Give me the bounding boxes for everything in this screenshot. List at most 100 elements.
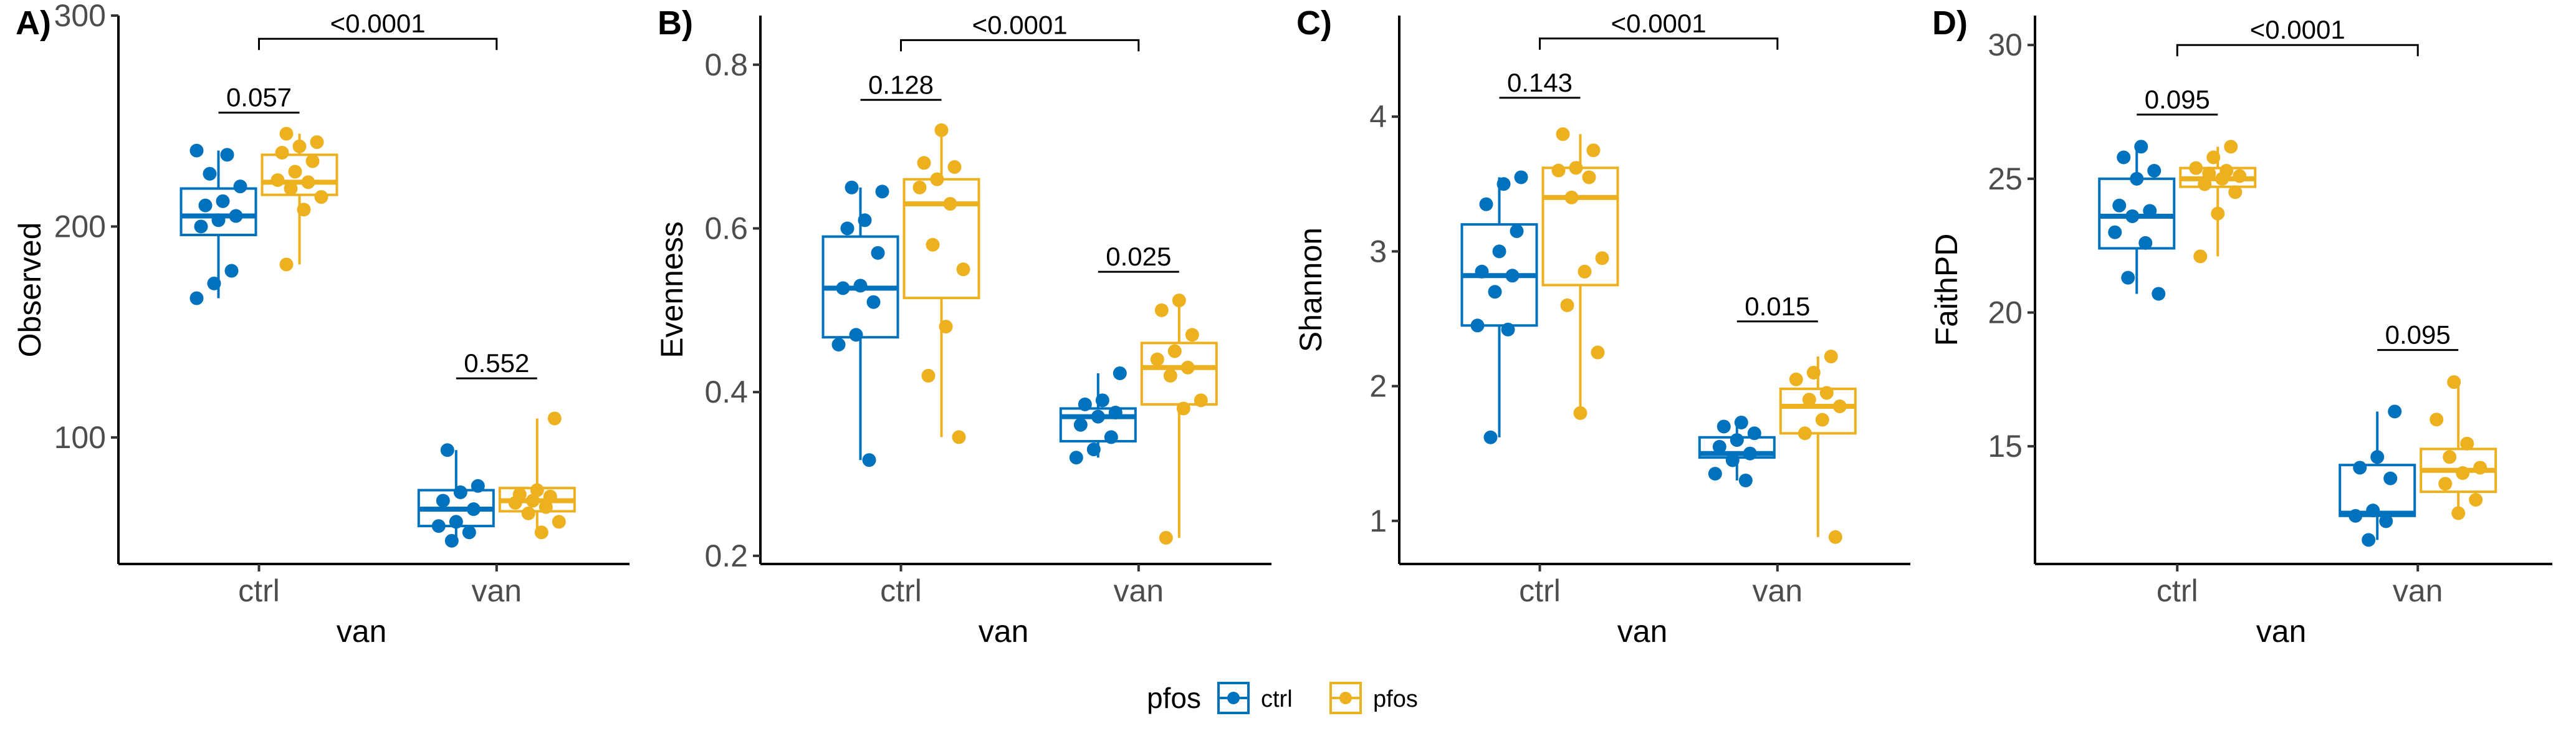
data-point [1113,366,1127,380]
data-point [836,281,850,295]
panel-letter: A) [16,4,51,42]
data-point [1104,430,1118,444]
box-iqr [903,178,980,300]
box-van-pfos [2420,375,2497,520]
data-point [1798,426,1812,441]
data-point [216,194,230,208]
x-tick-label: van [1113,573,1164,608]
data-point [2233,169,2247,183]
data-point [314,190,328,204]
data-point [926,237,940,252]
data-point [1159,530,1173,545]
bracket-line [2176,44,2419,57]
box-iqr [261,153,338,196]
y-tick-label: 200 [54,209,106,244]
legend-title: pfos [1147,682,1201,714]
data-point [1069,451,1083,465]
data-point [1712,439,1726,454]
data-point [1108,406,1123,420]
x-tick-label: van [2393,573,2443,608]
data-point [1573,406,1587,420]
box-iqr [2339,464,2416,517]
data-point [2349,509,2363,523]
significance-bracket: <0.0001 [258,9,498,50]
y-tick-label: 0.2 [704,538,748,573]
data-point [2379,514,2393,528]
data-point [952,430,966,444]
panels-group: A) 100 200 300 ctrl van van Observed 0.057 0.552 <… [12,0,2552,649]
box-van-pfos [1779,350,1857,544]
box-iqr [1059,407,1137,442]
box-ctrl-ctrl [2098,140,2176,301]
data-point [1163,368,1177,383]
data-point [2138,236,2153,250]
data-point [207,276,221,290]
bracket-line [900,39,1140,52]
significance-bracket: 0.128 [860,70,942,101]
legend-label: ctrl [1261,686,1293,712]
data-point [2117,150,2131,165]
data-point [2152,287,2166,301]
box-ctrl-ctrl [1460,170,1538,444]
data-point [917,156,931,170]
data-point [233,179,247,194]
y-axis-title: FaithPD [1929,234,1964,346]
data-point [1150,352,1164,366]
data-point [831,338,846,351]
box-van-pfos [1140,294,1218,545]
data-point [1510,224,1524,238]
data-point [444,533,459,548]
x-tick-label: van [471,573,522,608]
panel-letter: C) [1296,4,1332,42]
box-van-ctrl [1698,415,1776,487]
data-point [1154,303,1169,317]
data-point [1073,418,1088,432]
data-point [1091,409,1105,424]
data-point [1824,350,1838,364]
chart-panel-2: B) 0.2 0.4 0.6 0.8 ctrl van van Evenness 0.128 0.0… [654,4,1271,649]
data-point [1591,345,1605,360]
data-point [453,485,467,499]
data-point [471,479,485,493]
data-point [462,525,476,540]
data-point [930,172,944,186]
data-point [1717,419,1731,434]
x-tick-label: van [1752,573,1803,608]
x-axis-title: van [337,614,387,649]
legend-swatch-point [1339,692,1352,704]
data-point [224,264,239,278]
x-tick-label: ctrl [238,573,280,608]
data-point [194,219,208,234]
y-tick-label: 0.8 [704,47,748,82]
data-point [1582,170,1596,184]
data-point [1483,430,1498,444]
y-tick-label: 1 [1369,504,1387,538]
box-ctrl-pfos [1541,127,1619,420]
box-van-pfos [498,411,576,540]
data-point [1078,397,1092,411]
panel-letter: D) [1932,4,1968,42]
data-point [1488,285,1502,299]
x-tick-label: ctrl [1519,573,1561,608]
p-value-label: <0.0001 [972,10,1068,39]
data-point [875,184,889,199]
data-point [1514,170,1528,184]
box-iqr [1779,387,1857,435]
significance-bracket: 0.552 [456,348,537,380]
data-point [866,295,881,309]
data-point [2456,466,2470,480]
data-point [292,139,307,153]
data-point [436,494,450,508]
p-value-label: 0.128 [868,70,934,99]
data-point [220,148,234,162]
data-point [1738,473,1753,487]
data-point [2189,161,2203,175]
data-point [956,262,970,277]
data-point [1828,530,1842,544]
data-point [1501,322,1515,337]
data-point [211,213,226,227]
data-point [1595,251,1609,265]
data-point [840,221,855,236]
x-tick-label: ctrl [2157,573,2198,608]
panel-letter: B) [658,4,693,42]
